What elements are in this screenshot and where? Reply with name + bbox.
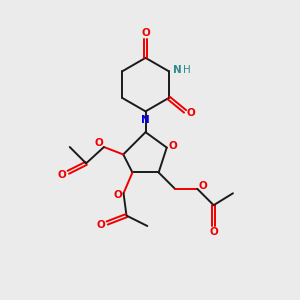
Text: O: O — [141, 28, 150, 38]
Text: N: N — [173, 65, 182, 75]
Text: O: O — [198, 181, 207, 191]
Text: H: H — [183, 65, 191, 75]
Text: N: N — [141, 115, 149, 125]
Text: O: O — [186, 108, 195, 118]
Text: O: O — [58, 170, 67, 180]
Text: O: O — [94, 139, 103, 148]
Text: O: O — [97, 220, 106, 230]
Text: O: O — [169, 141, 178, 151]
Text: O: O — [209, 227, 218, 237]
Text: O: O — [114, 190, 122, 200]
